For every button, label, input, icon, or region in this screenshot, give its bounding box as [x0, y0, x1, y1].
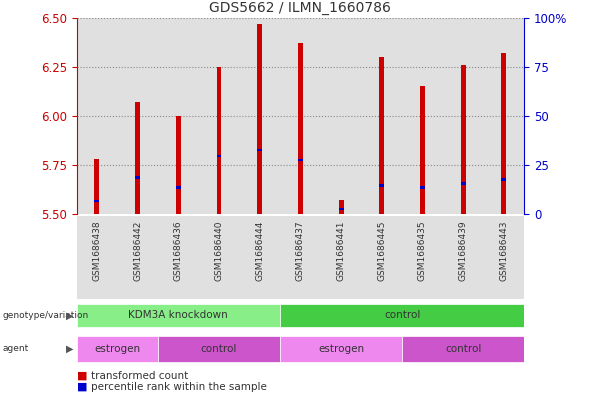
Text: ▶: ▶	[66, 344, 74, 354]
Bar	[280, 304, 524, 327]
Bar	[339, 208, 343, 210]
Bar	[176, 116, 181, 214]
Bar	[117, 18, 158, 214]
Bar	[176, 186, 181, 189]
Bar	[257, 149, 262, 151]
Text: GSM1686444: GSM1686444	[255, 220, 264, 281]
Bar	[420, 186, 425, 189]
Bar	[443, 18, 484, 214]
Bar	[217, 67, 221, 214]
Bar	[94, 200, 100, 202]
Title: GDS5662 / ILMN_1660786: GDS5662 / ILMN_1660786	[210, 1, 391, 15]
Bar	[484, 216, 524, 299]
Text: ■: ■	[77, 371, 87, 381]
Bar	[461, 65, 466, 214]
Bar	[239, 18, 280, 214]
Bar	[198, 18, 239, 214]
Bar	[321, 18, 362, 214]
Text: GSM1686443: GSM1686443	[499, 220, 508, 281]
Text: GSM1686441: GSM1686441	[336, 220, 346, 281]
Bar	[484, 18, 524, 214]
Text: GSM1686442: GSM1686442	[133, 220, 142, 281]
Bar	[77, 304, 280, 327]
Bar	[339, 200, 343, 214]
Text: KDM3A knockdown: KDM3A knockdown	[128, 310, 228, 320]
Text: control: control	[445, 344, 481, 354]
Text: GSM1686437: GSM1686437	[296, 220, 305, 281]
Text: ▶: ▶	[66, 310, 74, 320]
Text: GSM1686440: GSM1686440	[214, 220, 223, 281]
Text: estrogen: estrogen	[318, 344, 364, 354]
Bar	[280, 336, 402, 362]
Bar	[402, 336, 524, 362]
Bar	[198, 216, 239, 299]
Text: genotype/variation: genotype/variation	[3, 311, 89, 320]
Bar	[77, 216, 117, 299]
Bar	[117, 216, 158, 299]
Bar	[298, 43, 303, 214]
Bar	[280, 216, 321, 299]
Bar	[280, 18, 321, 214]
Text: estrogen: estrogen	[94, 344, 140, 354]
Text: GSM1686436: GSM1686436	[174, 220, 183, 281]
Text: GSM1686438: GSM1686438	[92, 220, 101, 281]
Bar	[158, 18, 198, 214]
Bar	[501, 53, 507, 214]
Text: control: control	[384, 310, 421, 320]
Text: GSM1686439: GSM1686439	[459, 220, 468, 281]
Bar	[217, 155, 221, 157]
Text: GSM1686445: GSM1686445	[378, 220, 386, 281]
Bar	[298, 159, 303, 161]
Bar	[321, 216, 362, 299]
Bar	[239, 216, 280, 299]
Bar	[362, 216, 402, 299]
Bar	[135, 102, 140, 214]
Bar	[461, 182, 466, 185]
Text: GSM1686435: GSM1686435	[418, 220, 427, 281]
Bar	[77, 336, 158, 362]
Text: transformed count: transformed count	[91, 371, 188, 381]
Bar	[158, 336, 280, 362]
Bar	[158, 216, 198, 299]
Text: ■: ■	[77, 382, 87, 392]
Bar	[402, 18, 443, 214]
Bar	[94, 159, 100, 214]
Bar	[420, 86, 425, 214]
Text: agent: agent	[3, 344, 29, 353]
Bar	[379, 57, 384, 214]
Bar	[135, 176, 140, 179]
Bar	[362, 18, 402, 214]
Bar	[501, 178, 507, 181]
Bar	[379, 184, 384, 187]
Bar	[402, 216, 443, 299]
Text: percentile rank within the sample: percentile rank within the sample	[91, 382, 267, 392]
Bar	[257, 24, 262, 214]
Bar	[77, 18, 117, 214]
Text: control: control	[201, 344, 237, 354]
Bar	[443, 216, 484, 299]
